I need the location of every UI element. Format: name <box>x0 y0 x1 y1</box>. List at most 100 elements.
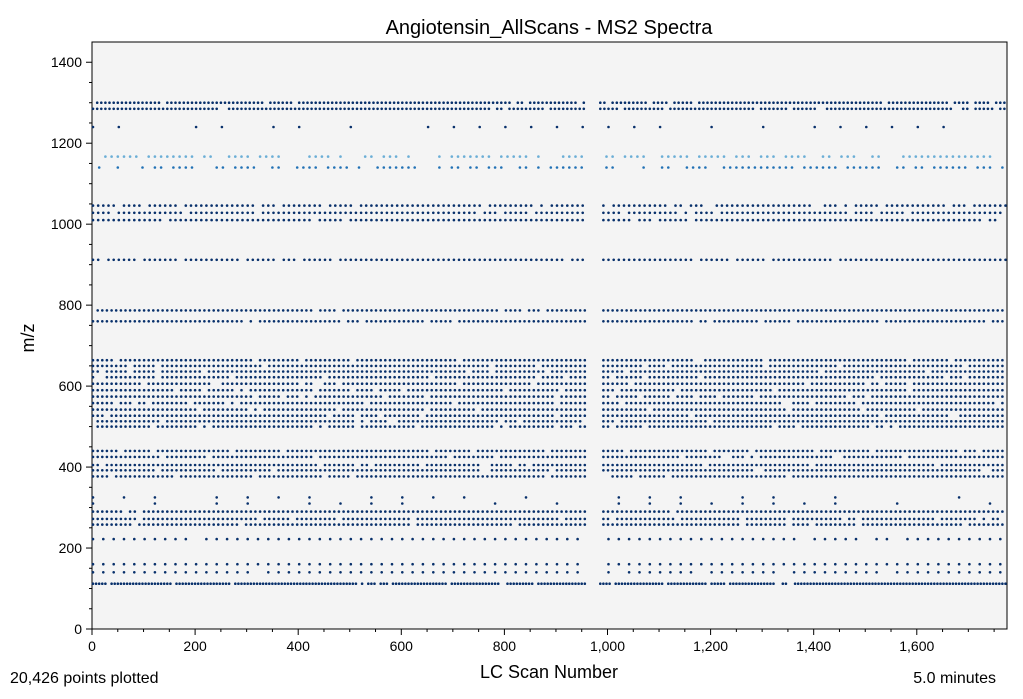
data-point <box>148 204 151 207</box>
data-point <box>569 358 573 362</box>
data-point <box>745 469 749 472</box>
data-point <box>991 395 995 398</box>
data-point <box>407 382 410 386</box>
data-point <box>251 258 255 262</box>
data-point <box>736 375 740 379</box>
data-point <box>519 204 523 207</box>
data-point <box>639 449 642 453</box>
data-point <box>349 211 353 215</box>
data-point <box>407 420 410 423</box>
data-point <box>848 414 851 418</box>
data-point <box>722 375 726 379</box>
data-point <box>755 358 758 362</box>
data-point <box>217 395 220 398</box>
data-point <box>996 469 999 472</box>
data-point <box>834 496 837 499</box>
data-point <box>607 218 610 222</box>
data-point <box>166 370 169 373</box>
data-point <box>796 401 800 405</box>
data-point <box>977 469 981 472</box>
data-point <box>680 414 684 418</box>
data-point <box>713 382 716 386</box>
data-point <box>727 358 730 362</box>
data-point <box>346 320 350 323</box>
data-point <box>153 211 157 215</box>
data-point <box>662 425 665 428</box>
data-point <box>854 211 858 215</box>
data-point <box>328 358 331 362</box>
data-point <box>281 309 285 312</box>
data-point <box>857 382 860 386</box>
data-point <box>141 166 144 169</box>
data-point <box>161 517 164 521</box>
data-point <box>606 408 610 411</box>
data-point <box>156 455 160 459</box>
data-point <box>792 211 796 215</box>
data-point <box>792 101 796 104</box>
data-point <box>820 309 823 312</box>
data-point <box>449 364 452 368</box>
data-point <box>142 455 146 459</box>
data-point <box>551 420 554 423</box>
data-point <box>583 370 587 373</box>
data-point <box>551 370 554 373</box>
data-point <box>295 414 299 418</box>
data-point <box>852 510 856 513</box>
data-point <box>574 166 577 169</box>
data-point <box>472 364 475 368</box>
data-point <box>110 469 113 472</box>
data-point <box>337 395 341 398</box>
data-point <box>932 211 935 215</box>
data-point <box>602 370 605 373</box>
data-point <box>504 510 508 513</box>
data-point <box>648 218 652 222</box>
data-point <box>147 155 150 158</box>
data-point <box>796 395 800 398</box>
data-point <box>268 420 271 423</box>
data-point <box>235 449 239 453</box>
data-point <box>823 218 827 222</box>
data-point <box>933 166 936 169</box>
data-point <box>940 370 944 373</box>
data-point <box>993 204 997 207</box>
data-point <box>991 309 995 312</box>
data-point <box>184 388 188 392</box>
data-point <box>829 463 832 467</box>
data-point <box>416 388 420 392</box>
data-point <box>725 204 729 207</box>
data-point <box>467 358 471 362</box>
data-point <box>476 425 480 428</box>
data-point <box>175 425 178 428</box>
data-point <box>138 395 141 398</box>
data-point <box>105 370 109 373</box>
data-point <box>849 218 853 222</box>
data-point <box>704 475 707 478</box>
data-point <box>179 309 183 312</box>
data-point <box>105 388 109 392</box>
data-point <box>792 463 795 467</box>
data-point <box>916 258 920 262</box>
data-point <box>430 408 434 411</box>
data-point <box>203 510 206 513</box>
data-point <box>124 420 127 423</box>
data-point <box>643 370 647 373</box>
data-point <box>397 388 401 392</box>
data-point <box>759 463 763 467</box>
data-point <box>823 211 827 215</box>
data-point <box>297 101 301 104</box>
data-point <box>235 455 239 459</box>
data-point <box>468 258 471 262</box>
data-point <box>277 320 280 323</box>
data-point <box>226 408 229 411</box>
data-point <box>662 449 665 453</box>
data-point <box>114 469 118 472</box>
data-point <box>987 375 990 379</box>
data-point <box>852 388 856 392</box>
data-point <box>97 166 101 169</box>
data-point <box>648 425 652 428</box>
data-point <box>761 218 765 222</box>
data-point <box>940 455 944 459</box>
data-point <box>346 382 350 386</box>
data-point <box>444 463 447 467</box>
data-point <box>221 420 225 423</box>
